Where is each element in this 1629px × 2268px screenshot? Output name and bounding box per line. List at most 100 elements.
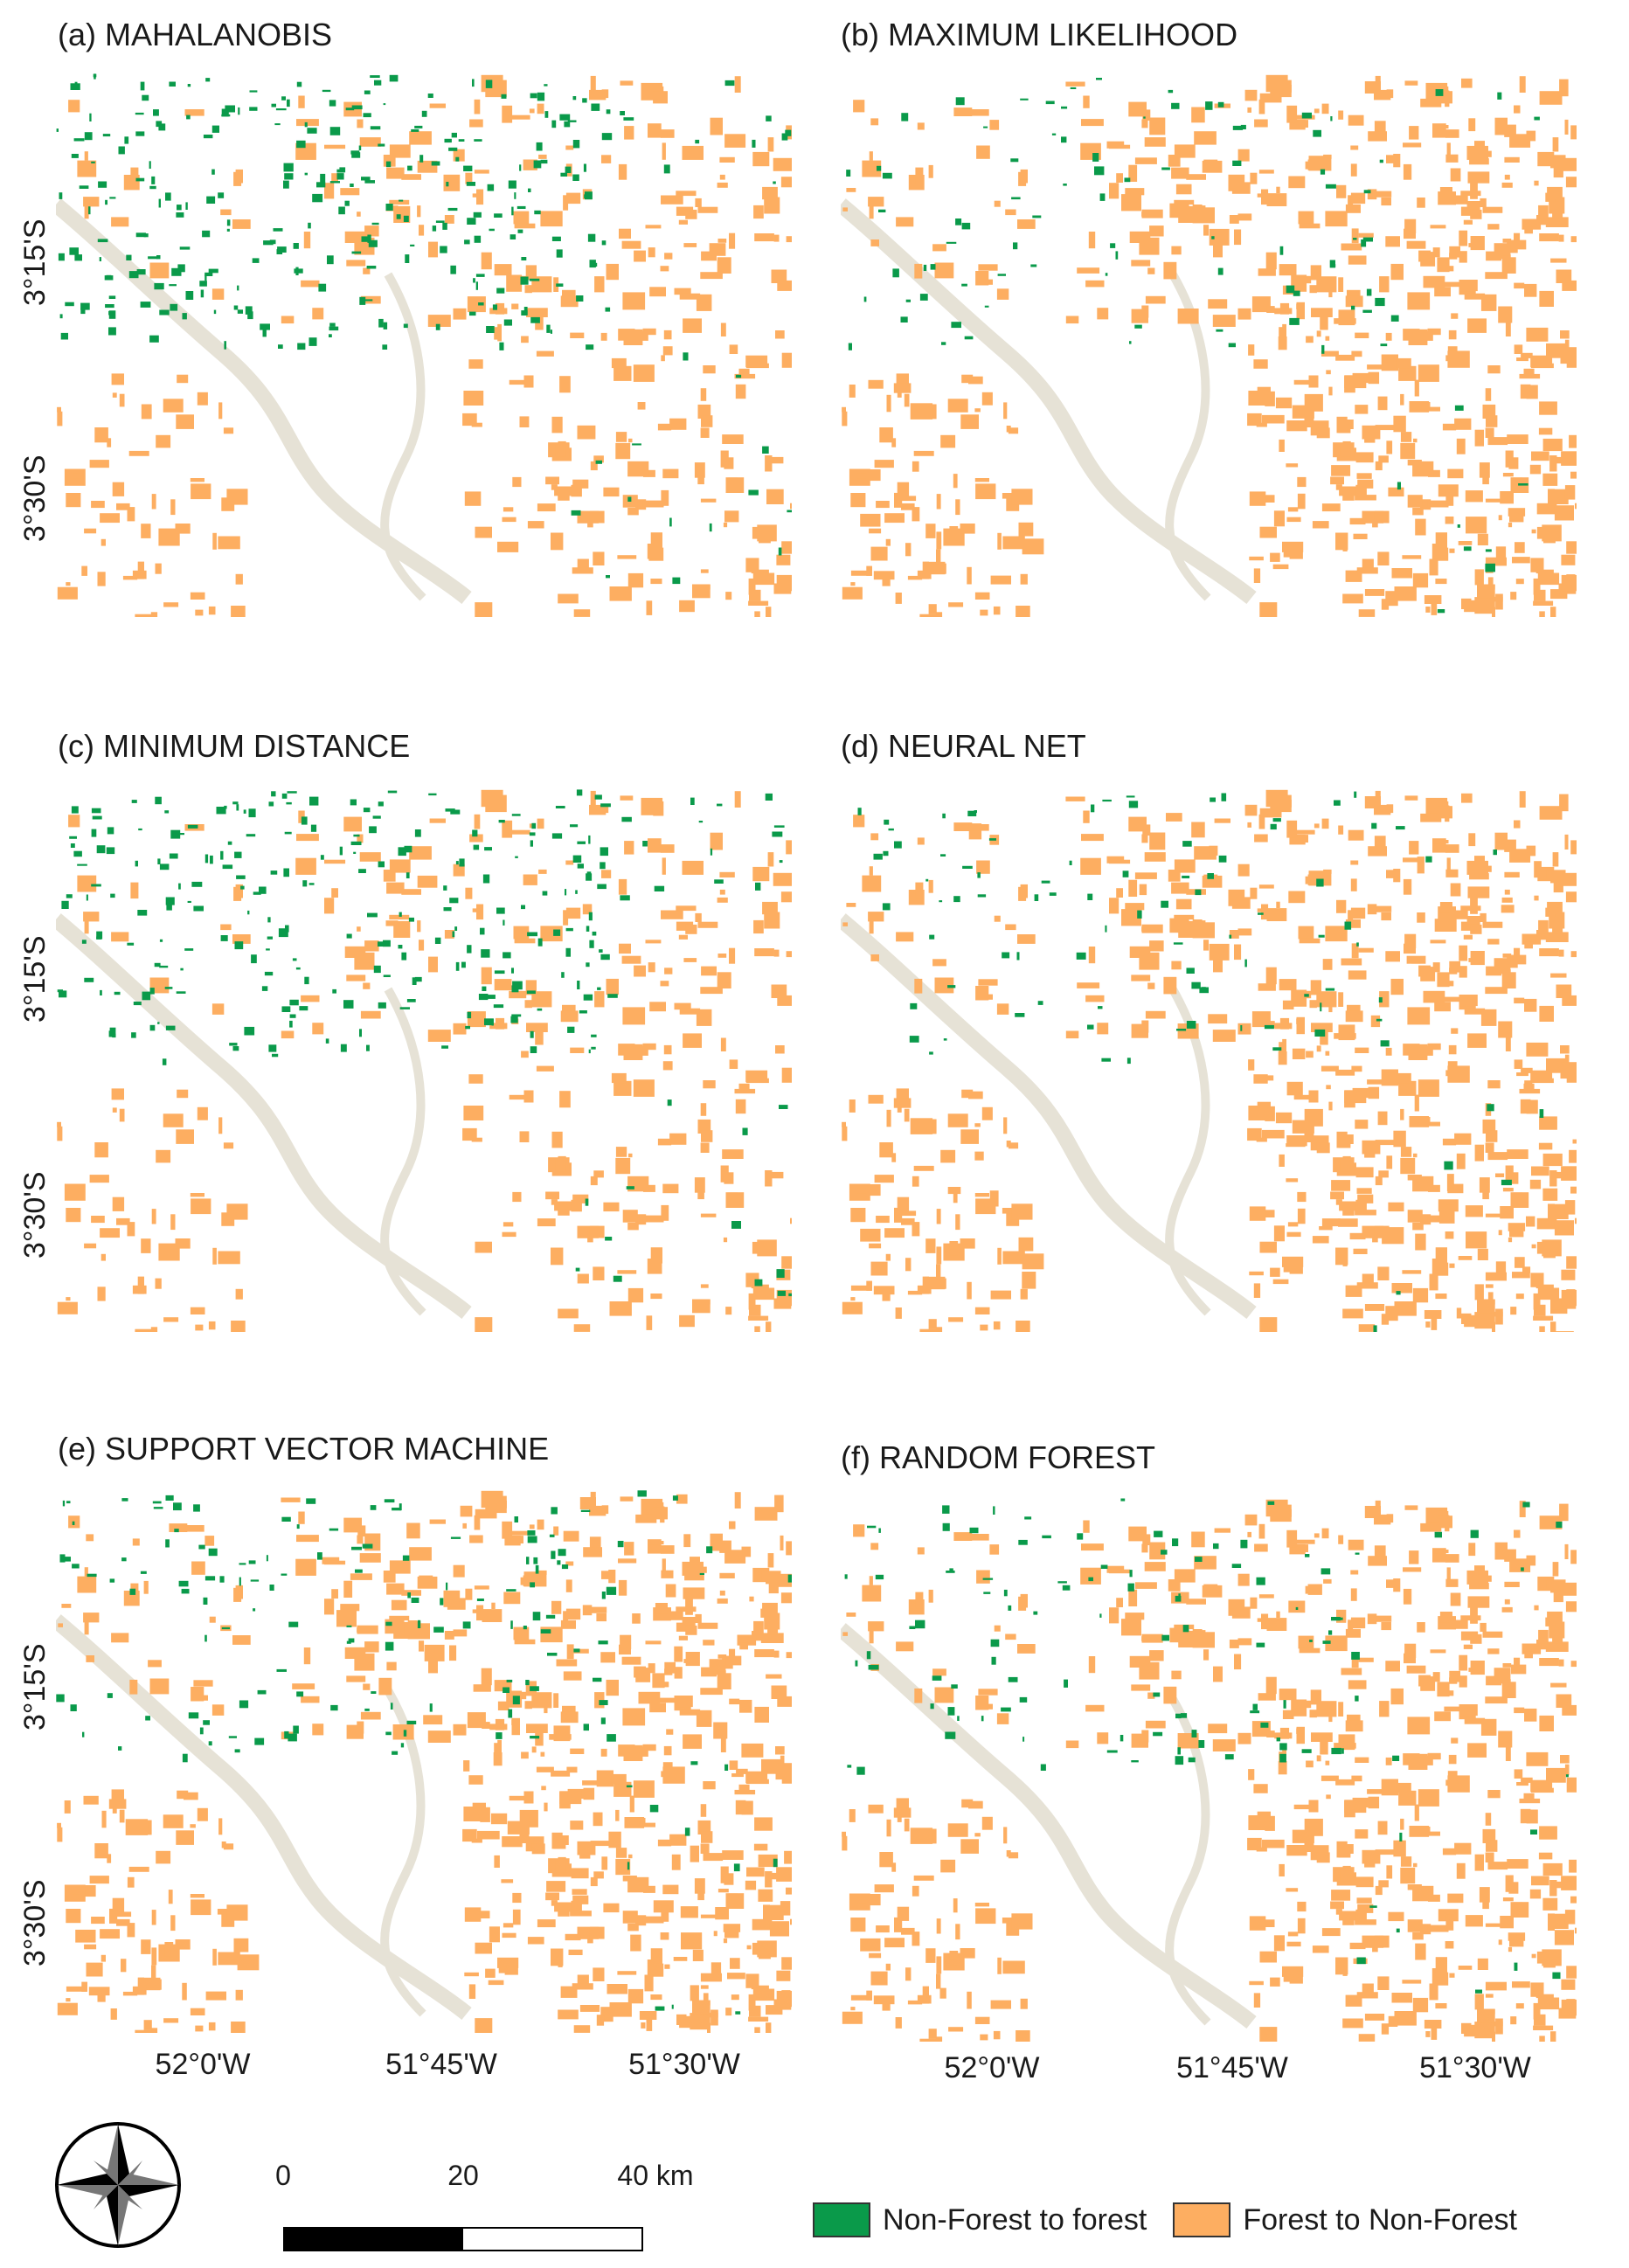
- forest-to-nonforest-patch: [1374, 510, 1390, 524]
- forest-to-nonforest-patch: [1254, 1543, 1268, 1552]
- forest-to-nonforest-patch: [1485, 272, 1508, 280]
- forest-to-nonforest-patch: [475, 2018, 493, 2033]
- forest-to-nonforest-patch: [1338, 1535, 1344, 1544]
- forest-to-nonforest-patch: [1377, 1266, 1390, 1280]
- nonforest-to-forest-patch: [1008, 1605, 1012, 1611]
- forest-to-nonforest-patch: [1375, 1176, 1383, 1186]
- nonforest-to-forest-patch: [1213, 1543, 1219, 1550]
- nonforest-to-forest-patch: [1314, 1029, 1326, 1037]
- nonforest-to-forest-patch: [626, 1186, 634, 1189]
- forest-to-nonforest-patch: [1429, 1983, 1438, 2001]
- forest-to-nonforest-patch: [1378, 1170, 1389, 1178]
- forest-to-nonforest-patch: [111, 932, 129, 942]
- forest-to-nonforest-patch: [1116, 173, 1123, 183]
- forest-to-nonforest-patch: [417, 875, 438, 888]
- forest-to-nonforest-patch: [850, 493, 866, 508]
- forest-to-nonforest-patch: [128, 450, 149, 456]
- forest-to-nonforest-patch: [1248, 1815, 1269, 1830]
- nonforest-to-forest-patch: [1354, 791, 1357, 798]
- forest-to-nonforest-patch: [735, 1099, 746, 1114]
- nonforest-to-forest-patch: [102, 134, 111, 137]
- forest-to-nonforest-patch: [1424, 1310, 1442, 1319]
- nonforest-to-forest-patch: [289, 999, 299, 1006]
- nonforest-to-forest-patch: [345, 108, 355, 111]
- forest-to-nonforest-patch: [1504, 174, 1510, 180]
- nonforest-to-forest-patch: [567, 120, 577, 122]
- nonforest-to-forest-patch: [551, 1550, 556, 1559]
- forest-to-nonforest-patch: [1521, 352, 1533, 358]
- nonforest-to-forest-patch: [131, 1032, 136, 1038]
- forest-to-nonforest-patch: [1504, 871, 1520, 877]
- forest-to-nonforest-patch: [577, 1974, 589, 1985]
- nonforest-to-forest-patch: [398, 945, 403, 949]
- nonforest-to-forest-patch: [1322, 1640, 1331, 1644]
- forest-to-nonforest-patch: [1298, 926, 1314, 940]
- forest-to-nonforest-patch: [364, 940, 379, 952]
- forest-to-nonforest-patch: [231, 2022, 246, 2033]
- nonforest-to-forest-patch: [572, 140, 580, 149]
- nonforest-to-forest-patch: [351, 1546, 362, 1550]
- forest-to-nonforest-patch: [786, 1652, 792, 1659]
- forest-to-nonforest-patch: [1279, 1154, 1285, 1167]
- nonforest-to-forest-patch: [99, 257, 101, 261]
- nonforest-to-forest-patch: [275, 108, 287, 111]
- forest-to-nonforest-patch: [662, 142, 666, 160]
- nonforest-to-forest-patch: [1325, 184, 1336, 189]
- forest-to-nonforest-patch: [980, 1324, 988, 1331]
- nonforest-to-forest-patch: [1003, 1589, 1008, 1597]
- nonforest-to-forest-patch: [405, 254, 410, 263]
- forest-to-nonforest-patch: [587, 521, 593, 528]
- forest-to-nonforest-patch: [1487, 1790, 1501, 1799]
- forest-to-nonforest-patch: [876, 1216, 890, 1224]
- nonforest-to-forest-patch: [1171, 102, 1180, 109]
- forest-to-nonforest-patch: [846, 188, 856, 192]
- forest-to-nonforest-patch: [1501, 972, 1516, 988]
- forest-to-nonforest-patch: [993, 2030, 1001, 2040]
- forest-to-nonforest-patch: [1510, 1307, 1517, 1315]
- forest-to-nonforest-patch: [904, 1818, 910, 1832]
- river-channel: [56, 198, 472, 605]
- forest-to-nonforest-patch: [1570, 471, 1577, 479]
- nonforest-to-forest-patch: [87, 1573, 97, 1578]
- forest-to-nonforest-patch: [751, 1985, 769, 1990]
- nonforest-to-forest-patch: [159, 965, 169, 968]
- forest-to-nonforest-patch: [233, 1938, 249, 1952]
- forest-to-nonforest-patch: [917, 1547, 925, 1555]
- forest-to-nonforest-patch: [1551, 489, 1569, 504]
- forest-to-nonforest-patch: [1350, 192, 1366, 205]
- forest-to-nonforest-patch: [1338, 1734, 1355, 1751]
- nonforest-to-forest-patch: [663, 164, 670, 174]
- forest-to-nonforest-patch: [1398, 1080, 1417, 1096]
- nonforest-to-forest-patch: [600, 862, 606, 870]
- nonforest-to-forest-patch: [177, 264, 185, 273]
- change-map-svg: [56, 789, 792, 1332]
- forest-to-nonforest-patch: [565, 1561, 574, 1566]
- forest-to-nonforest-patch: [1381, 1069, 1398, 1086]
- forest-to-nonforest-patch: [1364, 1861, 1376, 1868]
- nonforest-to-forest-patch: [1037, 1001, 1043, 1005]
- nonforest-to-forest-patch: [1051, 133, 1057, 135]
- forest-to-nonforest-patch: [615, 1848, 627, 1858]
- forest-to-nonforest-patch: [679, 2015, 695, 2029]
- forest-to-nonforest-patch: [717, 1673, 731, 1689]
- forest-to-nonforest-patch: [156, 1850, 171, 1864]
- nonforest-to-forest-patch: [511, 968, 514, 974]
- forest-to-nonforest-patch: [1508, 1882, 1519, 1894]
- forest-to-nonforest-patch: [683, 1033, 702, 1048]
- forest-to-nonforest-patch: [232, 934, 251, 944]
- forest-to-nonforest-patch: [164, 1942, 174, 1957]
- forest-to-nonforest-patch: [1375, 1140, 1397, 1146]
- forest-to-nonforest-patch: [1566, 541, 1577, 554]
- forest-to-nonforest-patch: [208, 1321, 216, 1330]
- nonforest-to-forest-patch: [1534, 116, 1540, 121]
- forest-to-nonforest-patch: [1349, 1232, 1366, 1240]
- nonforest-to-forest-patch: [526, 1557, 530, 1564]
- nonforest-to-forest-patch: [1279, 1753, 1286, 1763]
- forest-to-nonforest-patch: [1539, 290, 1554, 307]
- forest-to-nonforest-patch: [1008, 427, 1019, 434]
- forest-to-nonforest-patch: [674, 1696, 693, 1708]
- forest-to-nonforest-patch: [1403, 878, 1412, 895]
- forest-to-nonforest-patch: [1468, 833, 1476, 847]
- forest-to-nonforest-patch: [226, 1203, 248, 1220]
- forest-to-nonforest-patch: [915, 167, 924, 184]
